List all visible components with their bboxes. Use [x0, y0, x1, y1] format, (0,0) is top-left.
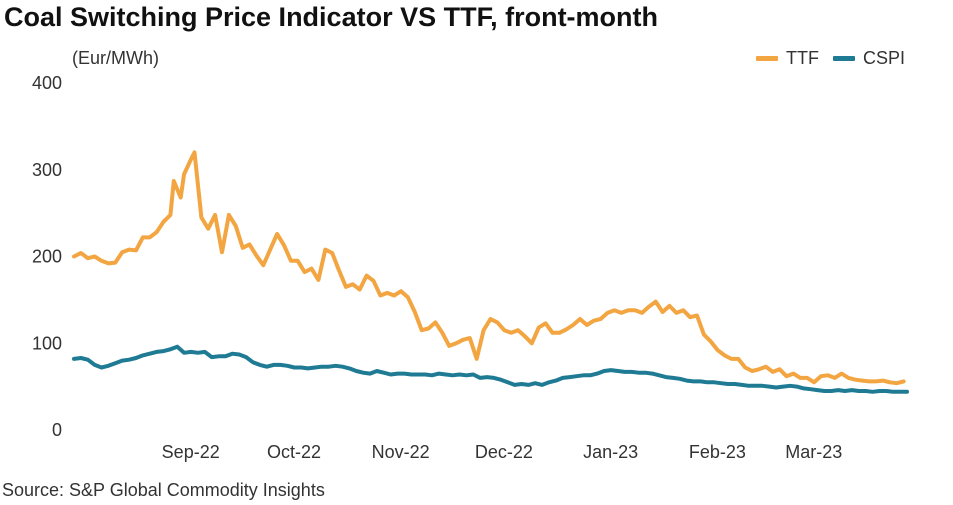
y-tick-label: 300	[32, 160, 62, 180]
line-chart: 400 300 200 100 0 Sep-22 Oct-22 Nov-22 Dec-22 Jan…	[32, 73, 909, 462]
x-tick-label: Sep-22	[162, 442, 220, 462]
x-tick-label: Mar-23	[785, 442, 842, 462]
legend-label-cspi: CSPI	[862, 48, 905, 68]
y-axis-unit-label: (Eur/MWh)	[72, 48, 159, 68]
y-tick-label: 100	[32, 333, 62, 353]
legend: TTF CSPI	[755, 48, 905, 69]
x-tick-label: Oct-22	[267, 442, 321, 462]
y-tick-label: 0	[52, 420, 62, 440]
legend-item-cspi: CSPI	[832, 48, 905, 69]
x-tick-label: Dec-22	[475, 442, 533, 462]
x-tick-label: Feb-23	[689, 442, 746, 462]
chart-title: Coal Switching Price Indicator VS TTF, f…	[4, 2, 659, 32]
series-line-ttf	[72, 150, 906, 386]
legend-item-ttf: TTF	[755, 48, 819, 69]
x-tick-label: Nov-22	[372, 442, 430, 462]
y-tick-label: 400	[32, 73, 62, 93]
source-note: Source: S&P Global Commodity Insights	[2, 480, 325, 500]
y-tick-label: 200	[32, 247, 62, 267]
legend-label-ttf: TTF	[785, 48, 819, 68]
legend-swatch-cspi	[832, 56, 855, 61]
legend-swatch-ttf	[755, 56, 778, 61]
series-line-cspi	[72, 344, 909, 394]
x-tick-label: Jan-23	[583, 442, 638, 462]
